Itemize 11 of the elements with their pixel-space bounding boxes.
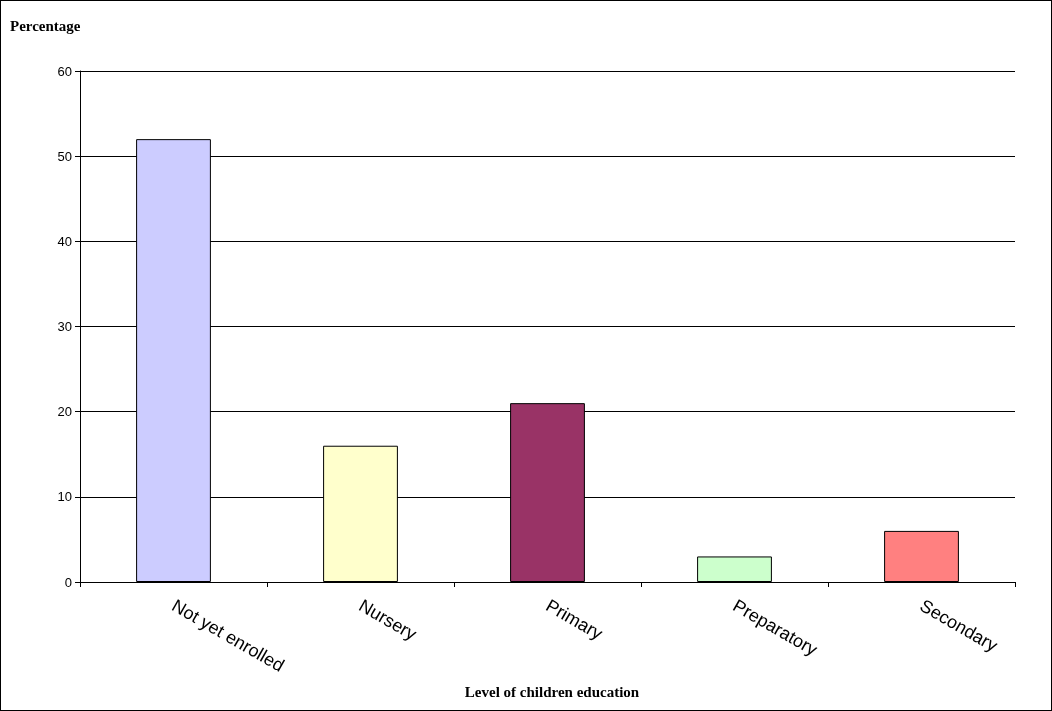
bar xyxy=(697,556,772,582)
y-tick-label: 30 xyxy=(57,319,72,334)
y-tick-label: 50 xyxy=(57,148,72,164)
y-tick-label: 60 xyxy=(57,63,72,79)
x-axis-title: Level of children education xyxy=(464,683,640,700)
y-tick-label: 10 xyxy=(57,489,72,505)
y-tick-label: 20 xyxy=(57,404,72,420)
y-tick-label: 40 xyxy=(57,233,72,249)
bar xyxy=(884,530,959,582)
y-axis-title: Percentage xyxy=(10,17,81,34)
y-tick-label: 0 xyxy=(64,574,72,590)
